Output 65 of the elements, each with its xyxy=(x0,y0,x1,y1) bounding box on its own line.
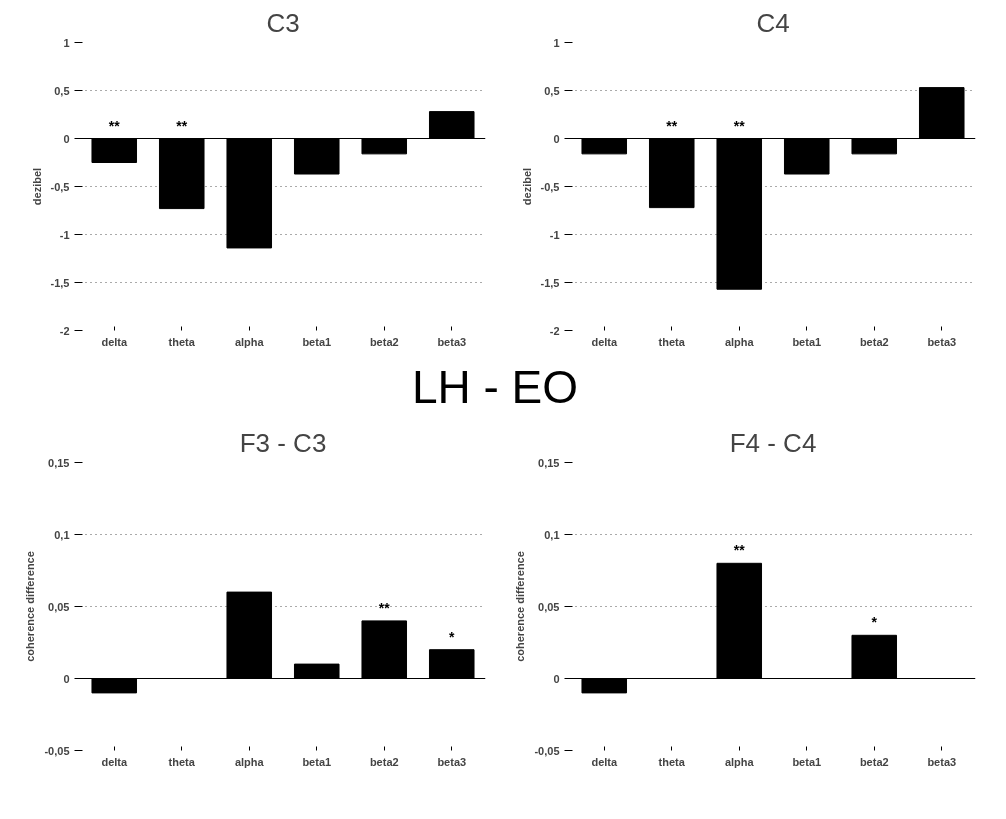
y-tick-label: 0,15 xyxy=(538,456,560,469)
y-tick-label: -2 xyxy=(59,324,70,337)
y-tick-label: 0 xyxy=(553,672,560,685)
y-tick-label: -2 xyxy=(549,324,560,337)
x-tick-label: alpha xyxy=(234,755,265,768)
y-tick-label: 0,1 xyxy=(544,528,560,541)
y-tick-label: -0,05 xyxy=(534,744,560,757)
y-axis-title: coherence difference xyxy=(24,551,37,662)
y-axis-title: coherence difference xyxy=(514,551,527,662)
y-tick-label: -0,05 xyxy=(44,744,70,757)
y-tick-label: 0,1 xyxy=(54,528,70,541)
y-tick-label: -0,5 xyxy=(540,180,560,193)
x-tick-label: delta xyxy=(591,335,618,348)
y-tick-label: 1 xyxy=(63,36,70,49)
x-tick-label: beta1 xyxy=(302,755,332,768)
annotation: ** xyxy=(176,117,188,134)
x-tick-label: beta1 xyxy=(792,335,822,348)
x-tick-label: beta3 xyxy=(437,335,467,348)
x-tick-label: theta xyxy=(658,755,686,768)
y-tick-label: -1,5 xyxy=(540,276,560,289)
annotation: * xyxy=(871,614,878,631)
y-tick-label: 0,15 xyxy=(48,456,70,469)
x-tick-label: delta xyxy=(101,335,128,348)
annotation: ** xyxy=(733,542,746,559)
chart-title: F4 - C4 xyxy=(729,427,817,458)
annotation: ** xyxy=(733,117,746,134)
x-tick-label: beta2 xyxy=(369,335,399,348)
chart-title: C3 xyxy=(266,7,300,38)
y-tick-label: 0 xyxy=(63,672,70,685)
y-tick-label: -1 xyxy=(59,228,70,241)
text: LH - EO xyxy=(410,360,580,415)
y-tick-label: 0 xyxy=(63,132,70,145)
x-tick-label: delta xyxy=(101,755,128,768)
x-tick-label: theta xyxy=(658,335,686,348)
x-tick-label: delta xyxy=(591,755,618,768)
x-tick-label: theta xyxy=(168,335,196,348)
annotation: ** xyxy=(666,117,678,134)
y-tick-label: -1,5 xyxy=(50,276,70,289)
x-tick-label: beta2 xyxy=(859,335,889,348)
x-tick-label: beta1 xyxy=(792,755,822,768)
y-tick-label: 0,05 xyxy=(538,600,560,613)
annotation: ** xyxy=(378,599,391,616)
x-tick-label: alpha xyxy=(234,335,265,348)
y-tick-label: -0,5 xyxy=(50,180,70,193)
annotation: * xyxy=(449,628,456,645)
x-tick-label: beta2 xyxy=(859,755,889,768)
x-tick-label: alpha xyxy=(724,755,755,768)
y-tick-label: 0,05 xyxy=(48,600,70,613)
y-tick-label: 0,5 xyxy=(544,84,560,97)
x-tick-label: beta1 xyxy=(302,335,332,348)
x-tick-label: beta3 xyxy=(927,335,957,348)
chart-title: F3 - C3 xyxy=(239,427,327,458)
annotation: ** xyxy=(108,117,121,134)
y-tick-label: 0 xyxy=(553,132,560,145)
y-tick-label: 0,5 xyxy=(54,84,70,97)
x-tick-label: beta2 xyxy=(369,755,399,768)
x-tick-label: beta3 xyxy=(437,755,467,768)
y-tick-label: 1 xyxy=(553,36,560,49)
x-tick-label: beta3 xyxy=(927,755,957,768)
chart-title: C4 xyxy=(756,7,790,38)
y-tick-label: -1 xyxy=(549,228,560,241)
x-tick-label: alpha xyxy=(724,335,755,348)
y-axis-title: dezibel xyxy=(30,167,43,206)
y-axis-title: dezibel xyxy=(520,167,533,206)
x-tick-label: theta xyxy=(168,755,196,768)
